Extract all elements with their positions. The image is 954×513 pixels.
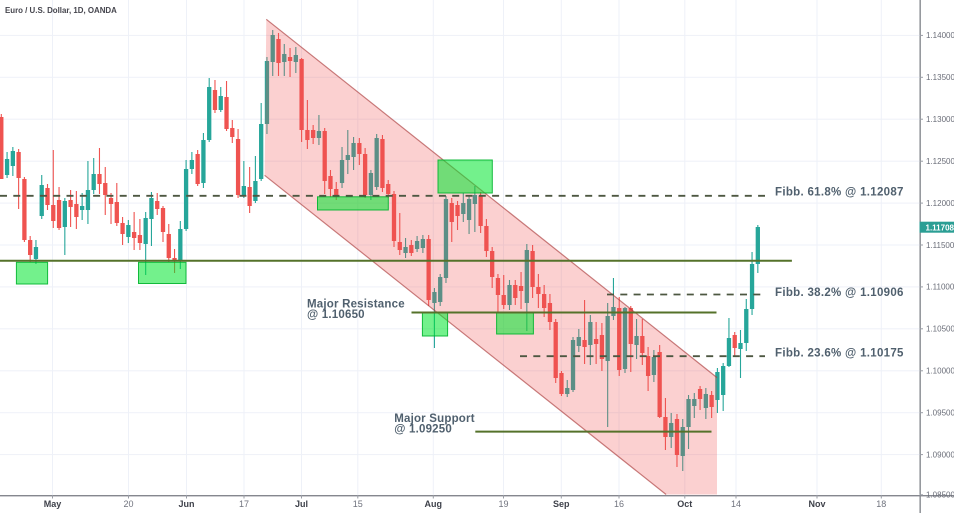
- svg-text:1.11708: 1.11708: [926, 224, 954, 233]
- svg-text:May: May: [44, 499, 62, 509]
- svg-text:Oct: Oct: [677, 499, 692, 509]
- svg-text:1.13500: 1.13500: [926, 73, 954, 82]
- svg-text:16: 16: [614, 499, 624, 509]
- svg-text:19: 19: [498, 499, 508, 509]
- svg-text:17: 17: [239, 499, 249, 509]
- svg-text:Jun: Jun: [178, 499, 194, 509]
- svg-text:1.08500: 1.08500: [926, 491, 954, 500]
- svg-text:Major Resistance: Major Resistance: [307, 299, 405, 311]
- svg-text:18: 18: [876, 499, 886, 509]
- svg-text:1.11500: 1.11500: [926, 241, 954, 250]
- svg-text:Jul: Jul: [295, 499, 308, 509]
- svg-text:Aug: Aug: [425, 499, 443, 509]
- svg-text:Major Support: Major Support: [394, 413, 475, 425]
- svg-text:1.10000: 1.10000: [926, 367, 954, 376]
- svg-text:@ 1.09250: @ 1.09250: [394, 424, 452, 436]
- svg-text:1.12000: 1.12000: [926, 199, 954, 208]
- svg-text:1.10500: 1.10500: [926, 325, 954, 334]
- svg-text:Sep: Sep: [553, 499, 570, 509]
- svg-text:Nov: Nov: [808, 499, 825, 509]
- svg-text:1.09500: 1.09500: [926, 409, 954, 418]
- svg-text:1.14000: 1.14000: [926, 31, 954, 40]
- svg-text:14: 14: [731, 499, 741, 509]
- svg-text:Fibb. 61.8% @ 1.12087: Fibb. 61.8% @ 1.12087: [775, 186, 904, 198]
- svg-text:1.09000: 1.09000: [926, 450, 954, 459]
- svg-text:15: 15: [353, 499, 363, 509]
- svg-text:1.13000: 1.13000: [926, 115, 954, 124]
- svg-text:Euro / U.S. Dollar, 1D, OANDA: Euro / U.S. Dollar, 1D, OANDA: [5, 6, 117, 15]
- svg-text:Fibb. 23.6% @ 1.10175: Fibb. 23.6% @ 1.10175: [775, 347, 904, 359]
- svg-text:@ 1.10650: @ 1.10650: [307, 309, 365, 321]
- svg-text:1.12500: 1.12500: [926, 157, 954, 166]
- svg-text:20: 20: [123, 499, 133, 509]
- svg-text:Fibb. 38.2% @ 1.10906: Fibb. 38.2% @ 1.10906: [775, 287, 904, 299]
- svg-text:1.11000: 1.11000: [926, 283, 954, 292]
